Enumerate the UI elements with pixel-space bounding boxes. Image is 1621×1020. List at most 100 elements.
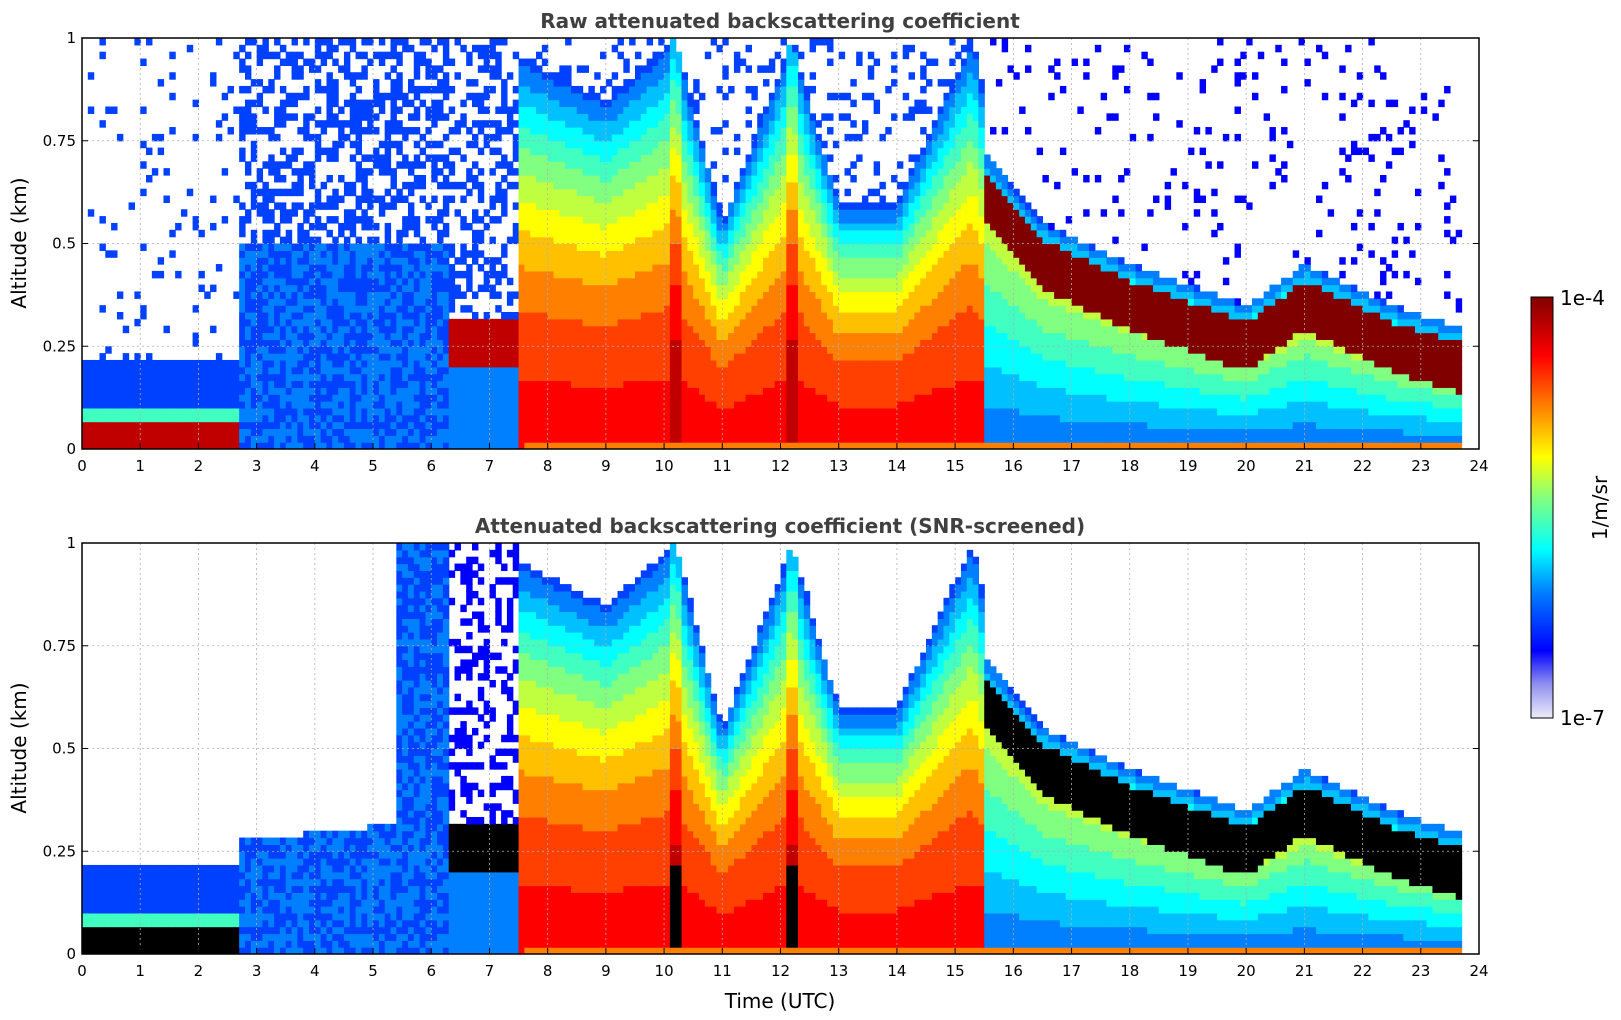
heatmap-cell bbox=[250, 250, 258, 258]
heatmap-cell bbox=[739, 332, 747, 340]
heatmap-cell bbox=[733, 147, 741, 156]
heatmap-cell bbox=[314, 106, 322, 114]
heatmap-cell bbox=[326, 51, 333, 60]
heatmap-cell bbox=[681, 216, 688, 224]
heatmap-cell bbox=[256, 346, 264, 354]
heatmap-cell bbox=[600, 161, 607, 169]
heatmap-cell bbox=[687, 387, 694, 395]
heatmap-cell bbox=[792, 401, 799, 409]
heatmap-cell bbox=[501, 387, 508, 395]
heatmap-cell bbox=[710, 442, 718, 449]
heatmap-cell bbox=[588, 202, 595, 210]
heatmap-cell bbox=[530, 195, 537, 203]
heatmap-cell bbox=[268, 421, 275, 430]
heatmap-cell bbox=[704, 359, 712, 368]
heatmap-cell bbox=[274, 264, 281, 272]
heatmap-cell bbox=[547, 407, 555, 416]
heatmap-cell bbox=[320, 264, 328, 272]
heatmap-cell bbox=[204, 421, 211, 430]
heatmap-cell bbox=[419, 58, 427, 66]
heatmap-cell bbox=[361, 346, 368, 354]
heatmap-cell bbox=[693, 298, 700, 306]
heatmap-cell bbox=[763, 120, 770, 128]
heatmap-cell bbox=[658, 51, 665, 60]
heatmap-cell bbox=[681, 140, 688, 149]
heatmap-cell bbox=[483, 325, 491, 334]
heatmap-cell bbox=[384, 127, 392, 135]
heatmap-cell bbox=[751, 353, 758, 361]
heatmap-cell bbox=[518, 113, 525, 121]
heatmap-cell bbox=[611, 195, 619, 203]
heatmap-cell bbox=[594, 195, 601, 203]
heatmap-cell bbox=[687, 366, 694, 375]
heatmap-cell bbox=[157, 414, 165, 423]
heatmap-cell bbox=[669, 332, 677, 340]
heatmap-cell bbox=[640, 202, 648, 210]
heatmap-cell bbox=[681, 222, 688, 231]
heatmap-cell bbox=[524, 154, 531, 162]
heatmap-cell bbox=[489, 428, 496, 436]
heatmap-cell bbox=[774, 387, 782, 395]
heatmap-cell bbox=[757, 277, 764, 286]
heatmap-cell bbox=[570, 161, 578, 169]
heatmap-cell bbox=[768, 359, 776, 368]
heatmap-cell bbox=[786, 168, 793, 176]
heatmap-cell bbox=[279, 216, 287, 224]
heatmap-cell bbox=[134, 414, 141, 423]
heatmap-cell bbox=[210, 442, 217, 449]
heatmap-cell bbox=[332, 414, 339, 423]
heatmap-cell bbox=[652, 127, 659, 135]
heatmap-cell bbox=[524, 161, 531, 169]
heatmap-cell bbox=[617, 401, 624, 409]
heatmap-cell bbox=[378, 325, 386, 334]
heatmap-cell bbox=[437, 85, 444, 94]
heatmap-cell bbox=[646, 127, 654, 135]
heatmap-cell bbox=[128, 380, 135, 388]
heatmap-cell bbox=[262, 38, 269, 46]
heatmap-cell bbox=[687, 168, 694, 176]
heatmap-cell bbox=[338, 284, 345, 293]
heatmap-cell bbox=[384, 353, 392, 361]
heatmap-cell bbox=[664, 175, 671, 183]
heatmap-cell bbox=[291, 394, 298, 402]
heatmap-cell bbox=[530, 428, 537, 436]
heatmap-cell bbox=[367, 99, 374, 108]
heatmap-cell bbox=[151, 359, 159, 368]
heatmap-cell bbox=[669, 270, 677, 279]
heatmap-cell bbox=[285, 113, 293, 121]
heatmap-cell bbox=[536, 79, 543, 87]
heatmap-cell bbox=[239, 421, 246, 430]
heatmap-cell bbox=[274, 339, 281, 347]
heatmap-cell bbox=[710, 277, 718, 286]
heatmap-cell bbox=[693, 202, 700, 210]
heatmap-cell bbox=[530, 305, 537, 313]
heatmap-cell bbox=[704, 284, 712, 293]
heatmap-cell bbox=[437, 270, 444, 279]
heatmap-cell bbox=[763, 298, 770, 306]
heatmap-cell bbox=[256, 277, 264, 286]
heatmap-cell bbox=[384, 147, 392, 156]
heatmap-cell bbox=[396, 353, 403, 361]
heatmap-cell bbox=[425, 127, 432, 135]
heatmap-cell bbox=[559, 175, 566, 183]
heatmap-cell bbox=[373, 147, 380, 156]
heatmap-cell bbox=[472, 99, 479, 108]
heatmap-cell bbox=[279, 236, 287, 245]
heatmap-cell bbox=[309, 407, 316, 416]
heatmap-cell bbox=[780, 312, 787, 320]
heatmap-cell bbox=[722, 325, 729, 334]
heatmap-cell bbox=[728, 291, 735, 299]
heatmap-cell bbox=[693, 353, 700, 361]
heatmap-cell bbox=[367, 346, 374, 354]
heatmap-cell bbox=[594, 366, 601, 375]
heatmap-cell bbox=[157, 428, 165, 436]
heatmap-cell bbox=[291, 243, 298, 251]
heatmap-cell bbox=[477, 407, 485, 416]
heatmap-cell bbox=[530, 243, 537, 251]
heatmap-cell bbox=[390, 168, 397, 176]
heatmap-cell bbox=[547, 387, 555, 395]
heatmap-cell bbox=[291, 435, 298, 443]
heatmap-cell bbox=[250, 181, 258, 190]
heatmap-cell bbox=[536, 99, 543, 108]
heatmap-cell bbox=[745, 387, 752, 395]
